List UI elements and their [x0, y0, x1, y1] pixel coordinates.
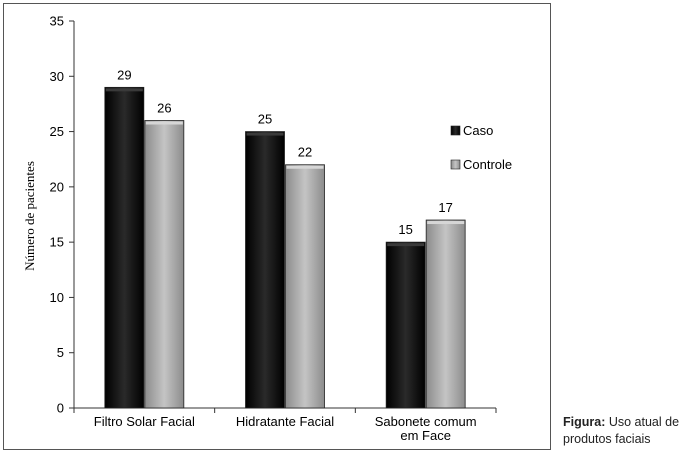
y-tick-label: 30 — [50, 69, 64, 84]
bar-caso-3 — [385, 241, 426, 409]
category-label: em Face — [400, 428, 451, 443]
bar-bevel — [246, 132, 284, 136]
y-axis-label: Número de pacientes — [22, 161, 37, 271]
data-label-caso-2: 25 — [258, 112, 272, 127]
y-tick-label: 5 — [57, 345, 64, 360]
bar-controle-3 — [425, 219, 466, 409]
bar-caso-1 — [104, 86, 145, 409]
bar-chart: 0 5 10 15 20 25 30 35 29 26 25 22 15 17 Filtro Solar… — [22, 14, 512, 444]
legend-label-caso: Caso — [463, 123, 493, 138]
legend-label-controle: Controle — [463, 157, 512, 172]
y-tick-label: 15 — [50, 235, 64, 250]
legend-swatch-controle — [450, 159, 461, 170]
bar-controle-2 — [285, 164, 325, 409]
bar-bevel — [387, 243, 425, 247]
bar-bevel — [105, 88, 143, 92]
y-tick-label: 10 — [50, 290, 64, 305]
data-label-caso-3: 15 — [398, 222, 412, 237]
chart-frame: 0 5 10 15 20 25 30 35 29 26 25 22 15 17 Filtro Solar… — [3, 3, 551, 450]
caption-text: Uso atual de produtos faciais — [563, 415, 680, 446]
y-tick-label: 35 — [50, 14, 64, 29]
bar-caso-2 — [245, 131, 285, 409]
y-tick-label: 0 — [57, 401, 64, 416]
bar-bevel — [427, 221, 465, 225]
category-label: Filtro Solar Facial — [94, 414, 195, 429]
data-label-controle-2: 22 — [298, 145, 312, 160]
data-label-controle-3: 17 — [438, 200, 452, 215]
data-label-controle-1: 26 — [157, 101, 171, 116]
caption-label: Figura: — [563, 415, 606, 429]
bar-bevel — [286, 165, 324, 169]
y-tick-label: 20 — [50, 179, 64, 194]
legend-swatch-caso — [450, 125, 461, 136]
data-label-caso-1: 29 — [117, 67, 131, 82]
bar-controle-1 — [144, 120, 185, 409]
figure-caption: Figura: Uso atual de produtos faciais — [563, 414, 693, 448]
bar-bevel — [145, 121, 183, 125]
category-label: Hidratante Facial — [236, 414, 334, 429]
y-tick-label: 25 — [50, 124, 64, 139]
category-label: Sabonete comum — [375, 414, 477, 429]
